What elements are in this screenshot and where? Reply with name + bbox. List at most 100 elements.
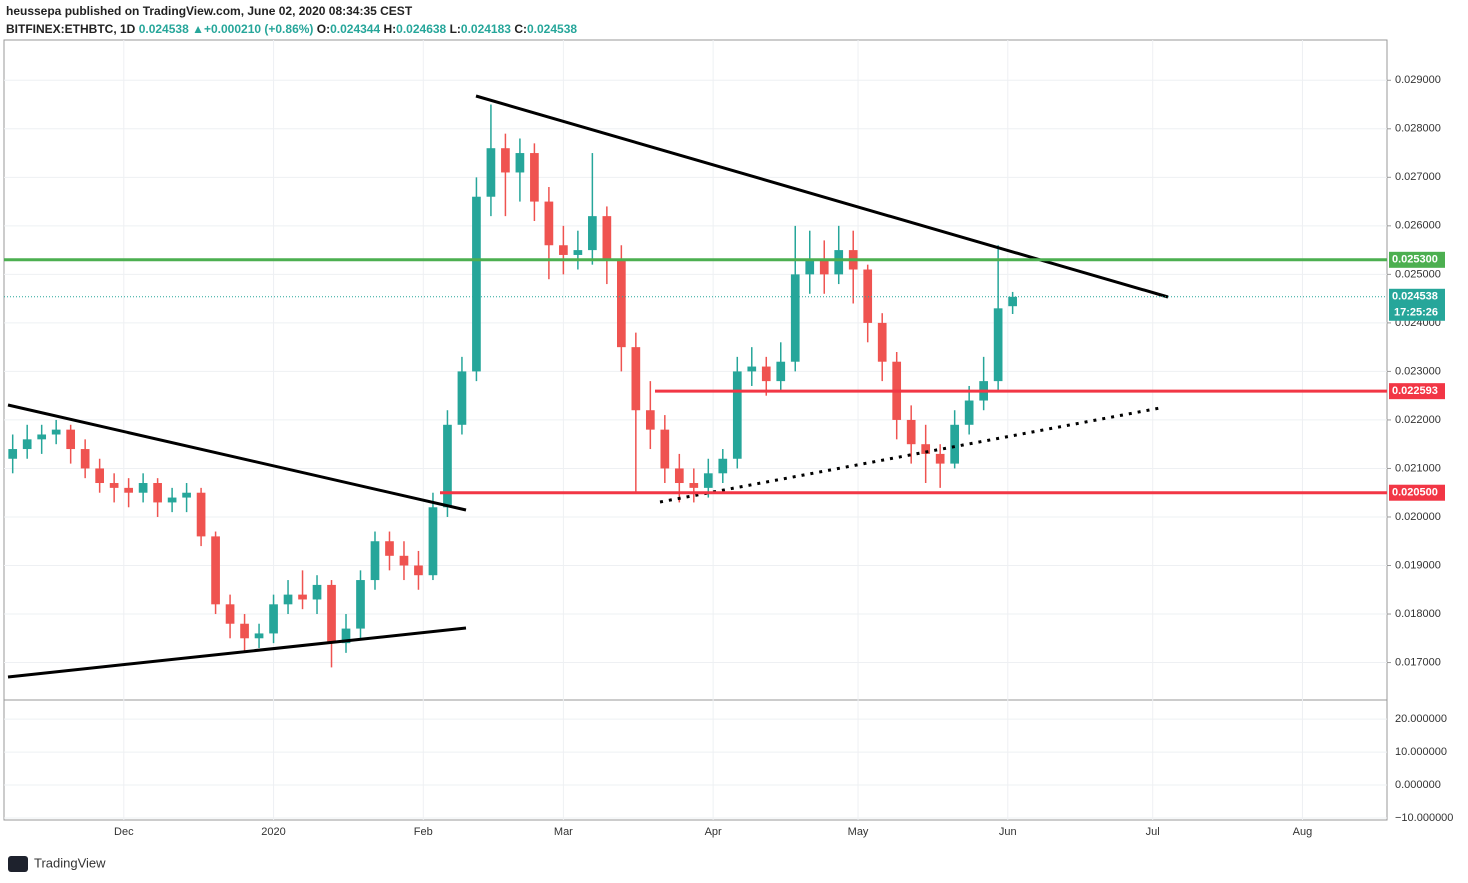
candle-body	[211, 536, 220, 605]
x-tick-label: Dec	[114, 826, 134, 838]
x-tick-label: Jul	[1146, 826, 1160, 838]
candle-body	[935, 453, 945, 464]
candle-body	[732, 371, 742, 459]
candle-body	[95, 468, 104, 484]
candle-body	[138, 483, 148, 493]
candle-body	[790, 274, 800, 362]
candle-body	[153, 483, 162, 503]
candle-body	[617, 259, 626, 348]
publisher: heussepa published on TradingView.com, J…	[6, 4, 413, 18]
o-label: O:	[317, 22, 330, 36]
candle-body	[385, 541, 394, 556]
candle-body	[167, 497, 177, 503]
y-tick-label: 0.026000	[1395, 220, 1441, 232]
high: 0.024638	[396, 22, 446, 36]
candle-body	[645, 410, 655, 430]
brand: TradingView	[34, 855, 106, 870]
y-tick-label: 0.027000	[1395, 171, 1441, 183]
candle-body	[66, 429, 76, 450]
symbol-line: BITFINEX:ETHBTC, 1D 0.024538 ▲+0.000210 …	[6, 22, 577, 36]
candle-body	[298, 594, 307, 600]
symbol: BITFINEX:ETHBTC, 1D	[6, 22, 136, 36]
y-tick-label: 0.019000	[1395, 559, 1441, 571]
candle-body	[950, 424, 960, 464]
candle-body	[1008, 296, 1017, 307]
candle-body	[631, 347, 641, 411]
candle-body	[877, 322, 887, 362]
countdown: 17:25:26	[1394, 307, 1438, 319]
candle-body	[530, 153, 539, 202]
candle-body	[703, 473, 713, 488]
candle-body	[124, 487, 133, 493]
y-tick-label: 0.021000	[1395, 462, 1441, 474]
candle-body	[761, 366, 771, 382]
price-tag-label: 0.024538	[1392, 291, 1438, 303]
last: 0.024538	[139, 22, 189, 36]
y-tick-label: 0.020000	[1395, 511, 1441, 523]
candle-body	[472, 196, 481, 372]
h-label: H:	[384, 22, 397, 36]
price-tag	[1389, 484, 1445, 501]
candle-body	[327, 584, 336, 644]
price-tag	[1389, 251, 1445, 268]
candle-body	[819, 259, 829, 275]
candle-body	[443, 424, 452, 508]
candle-body	[559, 245, 568, 255]
candle-body	[921, 444, 931, 454]
candle-body	[269, 604, 278, 634]
y-tick-label: −10.000000	[1395, 812, 1453, 824]
candle-body	[51, 429, 61, 435]
y-tick-label: 0.018000	[1395, 608, 1441, 620]
candle-body	[428, 507, 438, 576]
arrow: ▲	[192, 22, 204, 36]
close: 0.024538	[527, 22, 577, 36]
x-tick-label: 2020	[261, 826, 285, 838]
y-tick-label: 0.022000	[1395, 414, 1441, 426]
candle-body	[414, 565, 423, 576]
y-tick-label: 0.029000	[1395, 74, 1441, 86]
y-tick-label: 0.025000	[1395, 268, 1441, 280]
y-tick-label: 0.023000	[1395, 365, 1441, 377]
trendline	[7, 403, 467, 512]
price-tag-label: 0.020500	[1392, 487, 1438, 499]
candle-body	[80, 449, 90, 469]
candle-body	[660, 429, 670, 469]
candle-body	[674, 468, 684, 484]
candle-body	[544, 201, 554, 246]
y-tick-label: 0.028000	[1395, 123, 1441, 135]
y-tick-label: 0.000000	[1395, 779, 1441, 791]
x-tick-label: Feb	[414, 826, 433, 838]
candle-body	[399, 555, 409, 566]
candle-body	[22, 439, 32, 450]
candle-body	[863, 269, 873, 323]
candle-body	[588, 216, 597, 251]
y-tick-label: 0.017000	[1395, 656, 1441, 668]
candle-body	[486, 148, 496, 197]
y-tick-label: 10.000000	[1395, 746, 1447, 758]
candle-body	[356, 580, 365, 629]
publisher-text: heussepa published on TradingView.com, J…	[6, 4, 413, 18]
candle-body	[993, 308, 1003, 382]
candle-body	[805, 259, 815, 275]
candle-body	[718, 458, 728, 474]
candle-body	[501, 148, 510, 173]
candle-body	[457, 371, 467, 425]
candle-body	[196, 492, 206, 537]
y-tick-label: 20.000000	[1395, 713, 1447, 725]
candle-body	[182, 492, 191, 498]
price-tag	[1389, 383, 1445, 400]
x-tick-label: Apr	[705, 826, 722, 838]
candle-body	[341, 628, 351, 644]
candle-body	[37, 434, 47, 440]
candle-body	[109, 483, 119, 488]
change: +0.000210 (+0.86%)	[204, 22, 313, 36]
candle-body	[573, 250, 583, 255]
x-tick-label: Mar	[554, 826, 573, 838]
candle-body	[8, 449, 18, 459]
logo: TradingView	[8, 855, 106, 872]
l-label: L:	[450, 22, 461, 36]
candle-body	[834, 250, 844, 275]
price-tag	[1389, 288, 1445, 321]
candle-body	[225, 604, 235, 624]
